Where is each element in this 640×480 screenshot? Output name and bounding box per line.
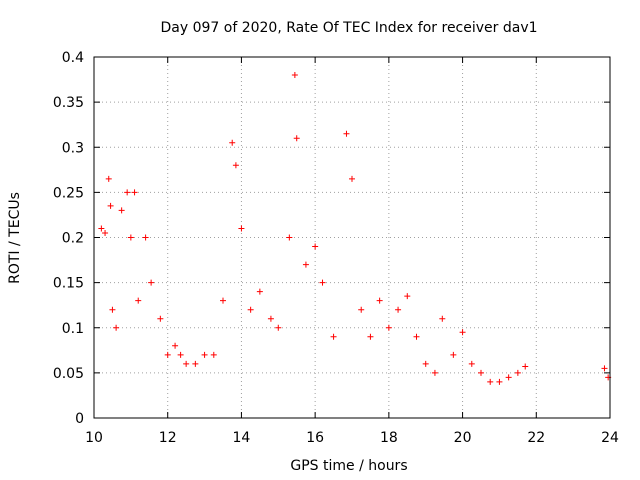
x-axis-label: GPS time / hours	[290, 458, 407, 474]
data-point	[478, 369, 484, 376]
data-point	[385, 324, 392, 331]
data-point	[468, 360, 475, 367]
data-point	[522, 363, 529, 370]
data-point	[135, 297, 142, 304]
data-point	[496, 378, 503, 385]
data-point	[183, 360, 190, 367]
data-point	[142, 234, 149, 241]
data-point	[275, 324, 282, 331]
data-point	[229, 139, 236, 146]
x-tick-label: 10	[85, 430, 103, 446]
data-point	[192, 360, 199, 367]
data-point	[514, 369, 521, 376]
data-point	[220, 297, 226, 304]
data-point	[376, 297, 383, 304]
data-point	[107, 202, 114, 209]
data-point	[148, 279, 155, 286]
y-tick-label: 0	[75, 411, 84, 427]
data-point	[109, 306, 116, 313]
data-point	[312, 243, 319, 250]
x-tick-label: 22	[527, 430, 545, 446]
data-point	[177, 351, 184, 358]
x-tick-label: 16	[306, 430, 324, 446]
data-point	[439, 315, 446, 322]
data-point	[358, 306, 365, 313]
data-point	[319, 279, 326, 286]
data-point	[291, 72, 298, 79]
x-tick-label: 12	[159, 430, 177, 446]
data-point	[459, 329, 466, 336]
y-tick-label: 0.35	[53, 95, 84, 111]
x-tick-label: 20	[454, 430, 472, 446]
data-point	[404, 293, 411, 300]
data-point	[349, 175, 355, 182]
data-point	[124, 189, 131, 196]
data-point	[164, 351, 171, 358]
data-point	[330, 333, 337, 340]
data-point	[118, 207, 125, 214]
data-point	[601, 365, 608, 372]
y-tick-label: 0.15	[53, 276, 84, 292]
data-point	[487, 378, 494, 385]
data-point	[256, 288, 263, 295]
data-point	[413, 333, 420, 340]
y-tick-label: 0.1	[62, 321, 84, 337]
data-point	[172, 342, 179, 349]
data-point	[247, 306, 254, 313]
data-point	[367, 333, 374, 340]
data-point	[431, 369, 438, 376]
data-point	[201, 351, 208, 358]
data-point	[232, 162, 239, 169]
y-tick-label: 0.05	[53, 366, 84, 382]
x-tick-label: 18	[380, 430, 398, 446]
x-tick-label: 24	[601, 430, 619, 446]
x-tick-label: 14	[233, 430, 251, 446]
y-axis: 0 0.05 0.1 0.15 0.2 0.25 0.3 0.35 0.4	[53, 50, 610, 427]
data-point	[505, 374, 512, 381]
series-markers	[98, 72, 612, 385]
grid-lines	[94, 57, 610, 418]
y-tick-label: 0.3	[62, 140, 84, 156]
data-points	[98, 72, 612, 385]
plot-frame	[93, 56, 611, 419]
data-point	[267, 315, 274, 322]
data-point	[98, 225, 105, 232]
x-axis: 10 12 14 16 18 20 22 24	[85, 57, 619, 446]
data-point	[293, 135, 300, 142]
data-point	[102, 229, 109, 236]
data-point	[343, 130, 350, 137]
data-point	[105, 175, 112, 182]
data-point	[157, 315, 164, 322]
data-point	[422, 360, 429, 367]
data-point	[238, 225, 245, 232]
data-point	[210, 351, 217, 358]
data-point	[395, 306, 402, 313]
y-tick-label: 0.4	[62, 50, 84, 66]
y-tick-label: 0.25	[53, 185, 84, 201]
data-point	[127, 234, 134, 241]
chart-title: Day 097 of 2020, Rate Of TEC Index for r…	[160, 20, 537, 36]
data-point	[131, 189, 138, 196]
y-tick-label: 0.2	[62, 231, 84, 247]
data-point	[286, 234, 293, 241]
data-point	[302, 261, 309, 268]
data-point	[450, 351, 457, 358]
y-axis-label: ROTI / TECUs	[7, 192, 23, 284]
data-point	[113, 324, 120, 331]
